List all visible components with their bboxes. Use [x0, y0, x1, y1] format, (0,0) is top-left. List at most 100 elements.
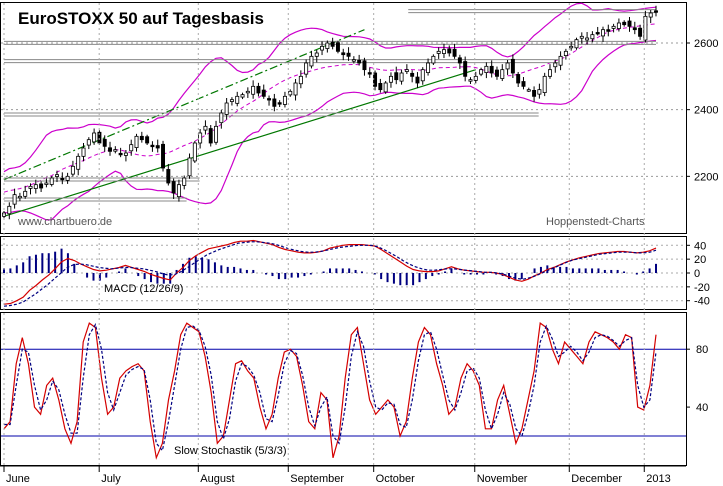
price-tick-label: 2200	[694, 171, 718, 183]
candle-body	[441, 49, 446, 54]
candle-body	[272, 98, 277, 107]
candle-body	[484, 65, 489, 74]
macd-tick-label: 40	[694, 240, 706, 252]
candle-body	[426, 62, 431, 74]
candle-body	[595, 32, 600, 35]
candle-body	[113, 149, 118, 152]
month-label: October	[376, 473, 415, 485]
candle-body	[388, 75, 393, 83]
stoch-tick-label: 40	[696, 402, 708, 414]
macd-histogram	[3, 248, 657, 286]
stoch-label: Slow Stochastik (5/3/3)	[174, 445, 287, 457]
macd-signal-line	[3, 241, 657, 307]
month-label: September	[290, 473, 344, 485]
candle-body	[28, 185, 33, 189]
candle-body	[155, 145, 160, 149]
candle-body	[240, 94, 245, 98]
candle-body	[632, 27, 637, 31]
candle-body	[277, 102, 282, 105]
candle-body	[33, 184, 38, 189]
candle-body	[298, 75, 303, 85]
candle-body	[150, 144, 155, 148]
candle-body	[166, 169, 171, 184]
candle-body	[362, 60, 367, 71]
candle-body	[553, 62, 558, 68]
candle-body	[229, 99, 234, 102]
candle-body	[489, 65, 494, 74]
watermark-left: www.chartbuero.de	[17, 216, 112, 228]
candle-body	[304, 62, 309, 75]
candle-body	[245, 90, 250, 94]
candle-body	[192, 142, 197, 162]
month-label: July	[101, 473, 121, 485]
candle-body	[102, 138, 107, 147]
candle-body	[224, 102, 229, 115]
candle-body	[134, 135, 139, 148]
candle-body	[510, 58, 515, 74]
candle-body	[463, 61, 468, 77]
candle-body	[55, 174, 59, 177]
macd-tick-label: -40	[694, 296, 710, 308]
candle-body	[526, 89, 531, 92]
candle-body	[521, 81, 526, 87]
stoch-lines	[3, 322, 657, 460]
candle-body	[431, 55, 436, 64]
candle-body	[176, 184, 181, 198]
candle-body	[585, 37, 590, 41]
candle-body	[378, 83, 383, 91]
candle-body	[44, 182, 49, 185]
candle-body	[357, 60, 362, 64]
candle-body	[92, 132, 97, 143]
price-y-axis: 2200 2400 2600	[686, 38, 718, 183]
candle-body	[537, 89, 542, 95]
candle-body	[601, 29, 605, 37]
price-panel-frame	[0, 2, 687, 234]
candle-body	[399, 72, 404, 82]
candle-body	[267, 98, 272, 101]
candle-body	[203, 125, 208, 131]
candle-body	[341, 52, 346, 56]
stoch-d-line	[4, 323, 657, 452]
candle-body	[187, 157, 192, 177]
macd-label: MACD (12/26/9)	[104, 283, 183, 295]
candle-body	[65, 175, 70, 181]
macd-tick-label: 0	[694, 268, 700, 280]
candle-body	[320, 45, 325, 51]
candle-body	[452, 48, 457, 57]
candle-body	[473, 75, 478, 81]
candle-body	[60, 177, 65, 181]
candle-body	[118, 152, 123, 156]
stoch-y-axis: 80 40	[686, 344, 708, 414]
bollinger-upper	[3, 2, 657, 173]
trendline-lower	[3, 69, 476, 217]
candle-body	[346, 52, 351, 57]
candle-body	[590, 34, 595, 40]
candle-body	[17, 195, 22, 199]
moving-average	[3, 23, 657, 193]
price-tick-label: 2600	[694, 38, 718, 50]
candle-body	[39, 183, 44, 189]
month-label: 2013	[646, 473, 670, 485]
price-candles	[2, 5, 658, 220]
watermark-right: Hoppenstedt-Charts	[546, 216, 645, 228]
stoch-k-line	[3, 322, 657, 460]
candle-body	[468, 79, 473, 82]
macd-tick-label: 20	[694, 254, 706, 266]
candle-body	[606, 29, 611, 32]
candle-body	[516, 74, 521, 84]
candle-body	[214, 125, 219, 143]
candle-body	[282, 95, 287, 105]
candle-body	[235, 95, 240, 104]
macd-grid	[1, 244, 686, 302]
candle-body	[351, 59, 356, 62]
candle-body	[293, 82, 298, 96]
macd-tick-label: -20	[694, 282, 710, 294]
candle-body	[251, 85, 256, 95]
candle-body	[208, 128, 213, 144]
candle-body	[335, 42, 340, 52]
candle-body	[611, 25, 616, 29]
candle-body	[139, 135, 144, 141]
macd-y-axis: 40 20 0 -20 -40	[686, 240, 710, 308]
candle-body	[479, 69, 484, 75]
candle-body	[49, 177, 54, 185]
